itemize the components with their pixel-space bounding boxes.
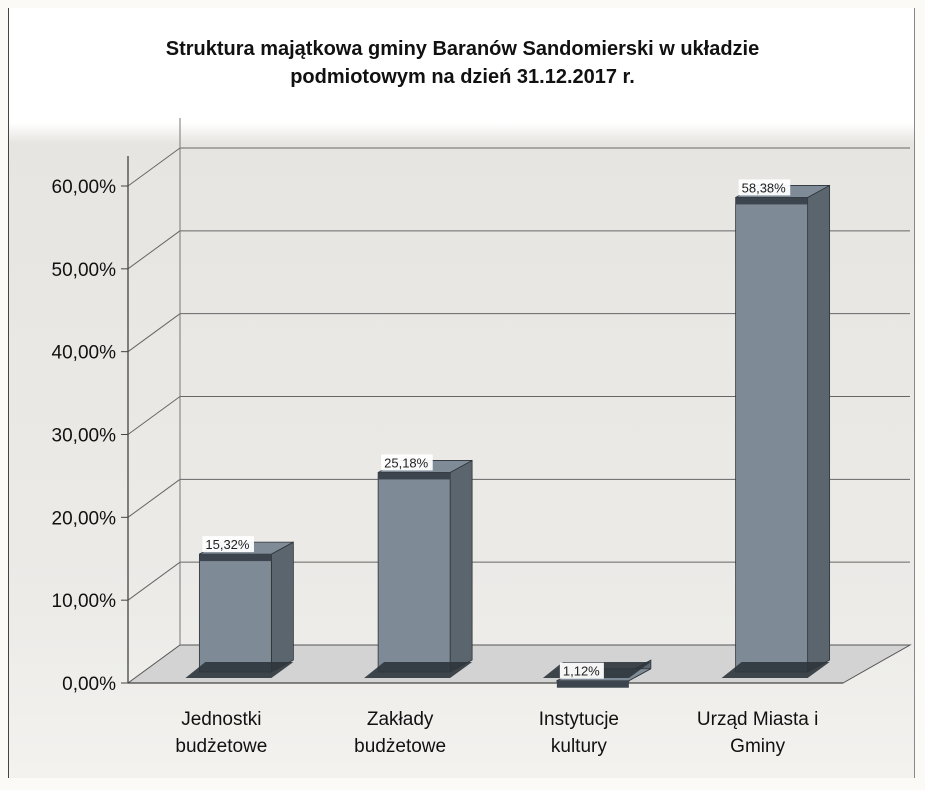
bar-front — [377, 472, 451, 673]
y-tick-label: 10,00% — [52, 591, 117, 612]
bar-base-shadow — [185, 662, 294, 678]
bar — [721, 184, 831, 678]
data-label-box — [738, 179, 791, 196]
bar-front — [198, 553, 272, 673]
gridline-wall — [127, 230, 181, 270]
gridline-wall — [127, 561, 181, 601]
category-label: Urząd Miasta i — [697, 709, 818, 730]
bar-band — [199, 554, 272, 562]
category-label: kultury — [551, 736, 607, 757]
data-label: 25,18% — [384, 455, 429, 470]
gridline-wall — [127, 396, 181, 435]
chart-title-line-2: podmiotowym na dzień 31.12.2017 r. — [290, 66, 635, 88]
data-label-box — [202, 536, 254, 553]
category-label: Zakłady — [367, 709, 434, 730]
category-label: budżetowe — [175, 736, 267, 757]
category-label: Gminy — [730, 736, 785, 757]
bar-band — [735, 197, 808, 205]
bar-base-shadow — [721, 662, 830, 678]
bar-side — [807, 184, 831, 673]
category-label: budżetowe — [354, 736, 446, 757]
y-tick-label: 0,00% — [62, 674, 116, 695]
data-label-box — [381, 454, 433, 471]
category-label: Instytucje — [539, 709, 619, 730]
y-tick-label: 60,00% — [52, 177, 117, 198]
chart-title: Struktura majątkowa gminy Baranów Sandom… — [165, 38, 760, 60]
gridline-wall — [127, 313, 181, 353]
data-label-box — [559, 662, 604, 679]
gridline-wall — [127, 147, 181, 187]
y-tick-label: 30,00% — [52, 426, 117, 447]
bar-front — [735, 197, 809, 673]
bar-base-shadow — [364, 662, 473, 678]
category-label: Jednostki — [181, 709, 261, 730]
gridline-wall — [127, 478, 181, 518]
y-tick-label: 20,00% — [52, 508, 117, 529]
data-label: 58,38% — [742, 180, 787, 195]
bar-side — [270, 541, 294, 673]
bar — [185, 541, 294, 678]
bar-band — [556, 680, 629, 688]
data-label: 15,32% — [205, 537, 250, 552]
bar-side — [449, 459, 473, 673]
y-tick-label: 40,00% — [52, 343, 117, 364]
labels-layer: 0,00% 10,00% 20,00% 30,00% 40,00% 50,00% 60,00… — [52, 177, 819, 757]
data-label: 1,12% — [563, 664, 600, 679]
y-tick-label: 50,00% — [52, 260, 117, 281]
bars-layer — [185, 184, 831, 688]
bar-band — [378, 472, 451, 480]
bar — [364, 459, 473, 678]
